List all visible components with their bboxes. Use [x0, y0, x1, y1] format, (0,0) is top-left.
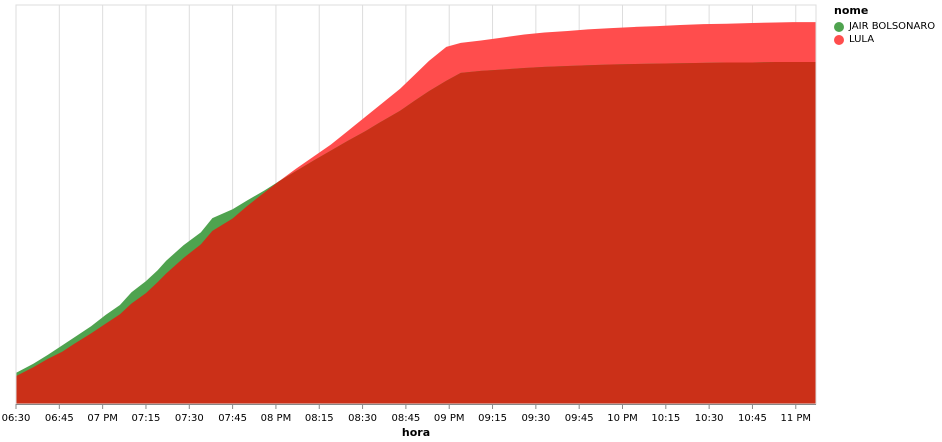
legend-item-lula[interactable]: LULA [834, 33, 935, 46]
legend-label-lula: LULA [849, 34, 875, 45]
x-tick-label-14: 10 PM [607, 413, 638, 424]
x-tick-label-8: 08:30 [348, 413, 377, 424]
legend: nome JAIR BOLSONARO LULA [834, 4, 935, 46]
x-tick-label-12: 09:30 [521, 413, 550, 424]
x-tick-label-1: 06:45 [45, 413, 74, 424]
x-tick-label-16: 10:30 [695, 413, 724, 424]
x-tick-label-4: 07:30 [175, 413, 204, 424]
x-tick-label-9: 08:45 [391, 413, 420, 424]
legend-swatch-lula [834, 34, 844, 45]
x-tick-label-6: 08 PM [261, 413, 292, 424]
legend-swatch-jair-bolsonaro [834, 21, 844, 32]
x-tick-label-17: 10:45 [738, 413, 767, 424]
x-tick-label-2: 07 PM [87, 413, 118, 424]
x-tick-label-3: 07:15 [132, 413, 161, 424]
x-axis: 06:30 06:45 07 PM 07:15 07:30 07:45 08 PM 08:15… [2, 404, 816, 424]
x-tick-label-11: 09:15 [478, 413, 507, 424]
x-tick-label-15: 10:15 [651, 413, 680, 424]
legend-item-jair-bolsonaro[interactable]: JAIR BOLSONARO [834, 20, 935, 33]
x-tick-label-10: 09 PM [434, 413, 465, 424]
legend-label-jair-bolsonaro: JAIR BOLSONARO [849, 21, 936, 32]
x-tick-label-7: 08:15 [305, 413, 334, 424]
x-tick-label-5: 07:45 [218, 413, 247, 424]
area-overlap [16, 62, 816, 405]
series-areas [16, 22, 816, 405]
x-tick-label-0: 06:30 [2, 413, 31, 424]
x-tick-label-18: 11 PM [781, 413, 812, 424]
legend-title: nome [834, 4, 869, 17]
x-tick-label-13: 09:45 [565, 413, 594, 424]
x-axis-title: hora [402, 426, 430, 439]
